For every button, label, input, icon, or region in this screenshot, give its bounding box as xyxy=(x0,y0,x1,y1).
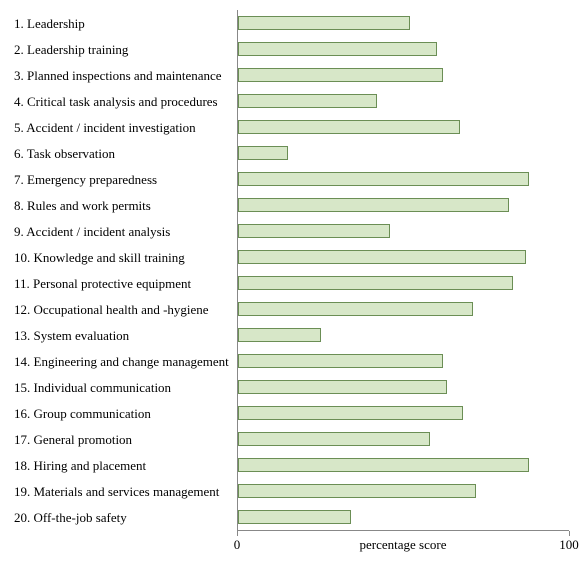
plot-area: 1. Leadership 2. Leadership training 3. Pl… xyxy=(12,10,569,530)
category-label: 13. System evaluation xyxy=(12,329,237,342)
bar xyxy=(238,224,390,238)
category-label: 12. Occupational health and -hygiene xyxy=(12,303,237,316)
category-label: 5. Accident / incident investigation xyxy=(12,121,237,134)
category-label: 10. Knowledge and skill training xyxy=(12,251,237,264)
category-label: 2. Leadership training xyxy=(12,43,237,56)
bar xyxy=(238,406,463,420)
bar xyxy=(238,276,513,290)
x-axis-title: percentage score xyxy=(360,537,447,553)
category-label: 19. Materials and services management xyxy=(12,485,237,498)
bar xyxy=(238,16,410,30)
bar xyxy=(238,432,430,446)
category-label: 4. Critical task analysis and procedures xyxy=(12,95,237,108)
category-label: 6. Task observation xyxy=(12,147,237,160)
category-label: 17. General promotion xyxy=(12,433,237,446)
bar xyxy=(238,458,529,472)
bar xyxy=(238,328,321,342)
bar xyxy=(238,172,529,186)
bar xyxy=(238,354,443,368)
bar xyxy=(238,146,288,160)
category-label: 16. Group communication xyxy=(12,407,237,420)
category-label: 20. Off-the-job safety xyxy=(12,511,237,524)
category-label: 7. Emergency preparedness xyxy=(12,173,237,186)
bar xyxy=(238,302,473,316)
bar xyxy=(238,42,437,56)
bar xyxy=(238,510,351,524)
category-label: 3. Planned inspections and maintenance xyxy=(12,69,237,82)
category-label: 18. Hiring and placement xyxy=(12,459,237,472)
category-label: 1. Leadership xyxy=(12,17,237,30)
x-tick-label: 0 xyxy=(234,537,241,553)
category-label: 15. Individual communication xyxy=(12,381,237,394)
bar xyxy=(238,380,447,394)
bar xyxy=(238,68,443,82)
bar xyxy=(238,198,509,212)
y-axis-labels: 1. Leadership 2. Leadership training 3. Pl… xyxy=(12,10,237,530)
category-label: 11. Personal protective equipment xyxy=(12,277,237,290)
chart-container: 1. Leadership 2. Leadership training 3. Pl… xyxy=(0,0,587,564)
bar xyxy=(238,94,377,108)
category-label: 9. Accident / incident analysis xyxy=(12,225,237,238)
x-axis: percentage score 0100 xyxy=(237,530,569,561)
category-label: 14. Engineering and change management xyxy=(12,355,237,368)
bar xyxy=(238,250,526,264)
x-tick-label: 100 xyxy=(559,537,579,553)
bar xyxy=(238,120,460,134)
bar xyxy=(238,484,476,498)
bars-area xyxy=(237,10,569,530)
category-label: 8. Rules and work permits xyxy=(12,199,237,212)
